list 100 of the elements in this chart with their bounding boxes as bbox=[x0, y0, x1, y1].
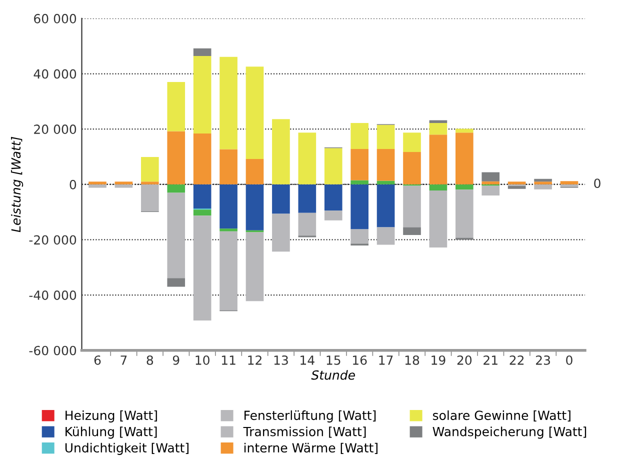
x-axis-title: Stunde bbox=[311, 370, 355, 380]
bar bbox=[193, 216, 212, 320]
x-tick-label: 23 bbox=[536, 355, 550, 365]
bar bbox=[220, 231, 238, 310]
bar bbox=[220, 56, 238, 150]
bar bbox=[220, 149, 238, 184]
bar bbox=[298, 132, 316, 184]
x-tick-label: 22 bbox=[510, 355, 524, 365]
x-tick-label: 20 bbox=[457, 355, 472, 365]
bar bbox=[193, 56, 212, 134]
bar bbox=[220, 184, 238, 229]
bar bbox=[429, 122, 448, 135]
bar bbox=[456, 184, 474, 190]
bar bbox=[376, 180, 395, 184]
bar bbox=[482, 172, 500, 182]
bar bbox=[272, 119, 290, 184]
bar bbox=[429, 184, 448, 190]
bar bbox=[376, 124, 395, 149]
bar bbox=[324, 184, 342, 211]
bar bbox=[272, 184, 290, 214]
bar bbox=[403, 186, 421, 228]
bar bbox=[141, 182, 159, 184]
bar bbox=[429, 120, 448, 123]
bar bbox=[193, 210, 212, 216]
bar bbox=[324, 148, 342, 184]
legend-label: solare Gewinne [Watt] bbox=[432, 410, 570, 422]
bar bbox=[403, 152, 421, 184]
bar bbox=[429, 190, 448, 248]
x-tick-label: 15 bbox=[326, 356, 340, 365]
bar bbox=[350, 180, 368, 184]
x-tick-label: 11 bbox=[222, 356, 236, 365]
bar bbox=[508, 182, 526, 184]
bar bbox=[298, 212, 316, 236]
x-tick-label: 13 bbox=[274, 355, 288, 365]
x-tick-label: 18 bbox=[405, 355, 420, 365]
legend-label: Transmission [Watt] bbox=[243, 426, 366, 438]
y-tick-label: 0 bbox=[70, 180, 76, 190]
bar bbox=[272, 214, 290, 252]
bar bbox=[482, 186, 500, 196]
x-tick-label: 19 bbox=[432, 355, 446, 365]
bar bbox=[376, 184, 395, 228]
bar bbox=[193, 134, 212, 184]
y-tick-label: 20 000 bbox=[34, 124, 76, 134]
bar bbox=[534, 184, 552, 190]
legend-label: interne Wärme [Watt] bbox=[244, 442, 378, 454]
legend-label: Fensterlüftung [Watt] bbox=[244, 410, 376, 422]
x-tick-label: 0 bbox=[566, 355, 572, 365]
y-axis-title: Leistung [Watt] bbox=[11, 136, 24, 232]
bar bbox=[482, 181, 500, 184]
bar bbox=[167, 192, 186, 278]
bar bbox=[114, 182, 133, 184]
bar bbox=[324, 210, 342, 220]
y-tick-label: -40 000 bbox=[29, 290, 76, 300]
bar bbox=[534, 182, 552, 184]
bar bbox=[246, 232, 264, 302]
bar bbox=[403, 132, 421, 152]
bar bbox=[350, 184, 368, 230]
bar bbox=[246, 184, 264, 230]
x-tick-label: 6 bbox=[94, 355, 101, 365]
bar bbox=[193, 184, 212, 208]
bar bbox=[141, 184, 159, 212]
bar bbox=[376, 227, 395, 245]
bar bbox=[403, 227, 421, 236]
bar bbox=[88, 184, 106, 188]
ref-line-label: 0 bbox=[594, 178, 600, 188]
y-tick-label: -60 000 bbox=[29, 346, 76, 356]
x-tick-label: 17 bbox=[379, 356, 393, 365]
bar bbox=[376, 148, 395, 181]
bar bbox=[220, 228, 238, 232]
legend-label: Wandspeicherung [Watt] bbox=[432, 426, 586, 439]
x-tick-label: 9 bbox=[172, 355, 180, 365]
x-tick-label: 16 bbox=[353, 355, 367, 365]
x-tick-label: 10 bbox=[196, 355, 210, 365]
bar bbox=[88, 182, 106, 184]
bar bbox=[167, 278, 186, 287]
y-tick-label: 40 000 bbox=[34, 69, 76, 79]
x-tick-label: 7 bbox=[120, 356, 127, 365]
bar bbox=[167, 184, 186, 193]
legend-label: Kühlung [Watt] bbox=[66, 426, 157, 439]
y-tick-label: -20 000 bbox=[29, 235, 76, 245]
bar bbox=[508, 186, 526, 189]
x-tick-label: 12 bbox=[248, 355, 262, 365]
bar bbox=[298, 184, 316, 213]
bar bbox=[246, 158, 264, 184]
bar bbox=[350, 122, 368, 149]
x-tick-label: 14 bbox=[300, 356, 314, 365]
bar bbox=[167, 82, 186, 132]
bar bbox=[141, 157, 159, 182]
legend-label: Heizung [Watt] bbox=[66, 410, 157, 422]
bar bbox=[456, 190, 474, 238]
bar bbox=[193, 48, 212, 56]
bar bbox=[350, 148, 368, 180]
y-tick-label: 60 000 bbox=[34, 14, 76, 24]
bar bbox=[429, 134, 448, 184]
bar bbox=[456, 128, 474, 133]
bar bbox=[456, 132, 474, 184]
bar bbox=[534, 178, 552, 182]
bar bbox=[167, 131, 186, 184]
x-tick-label: 8 bbox=[146, 355, 154, 365]
bar bbox=[350, 229, 368, 244]
